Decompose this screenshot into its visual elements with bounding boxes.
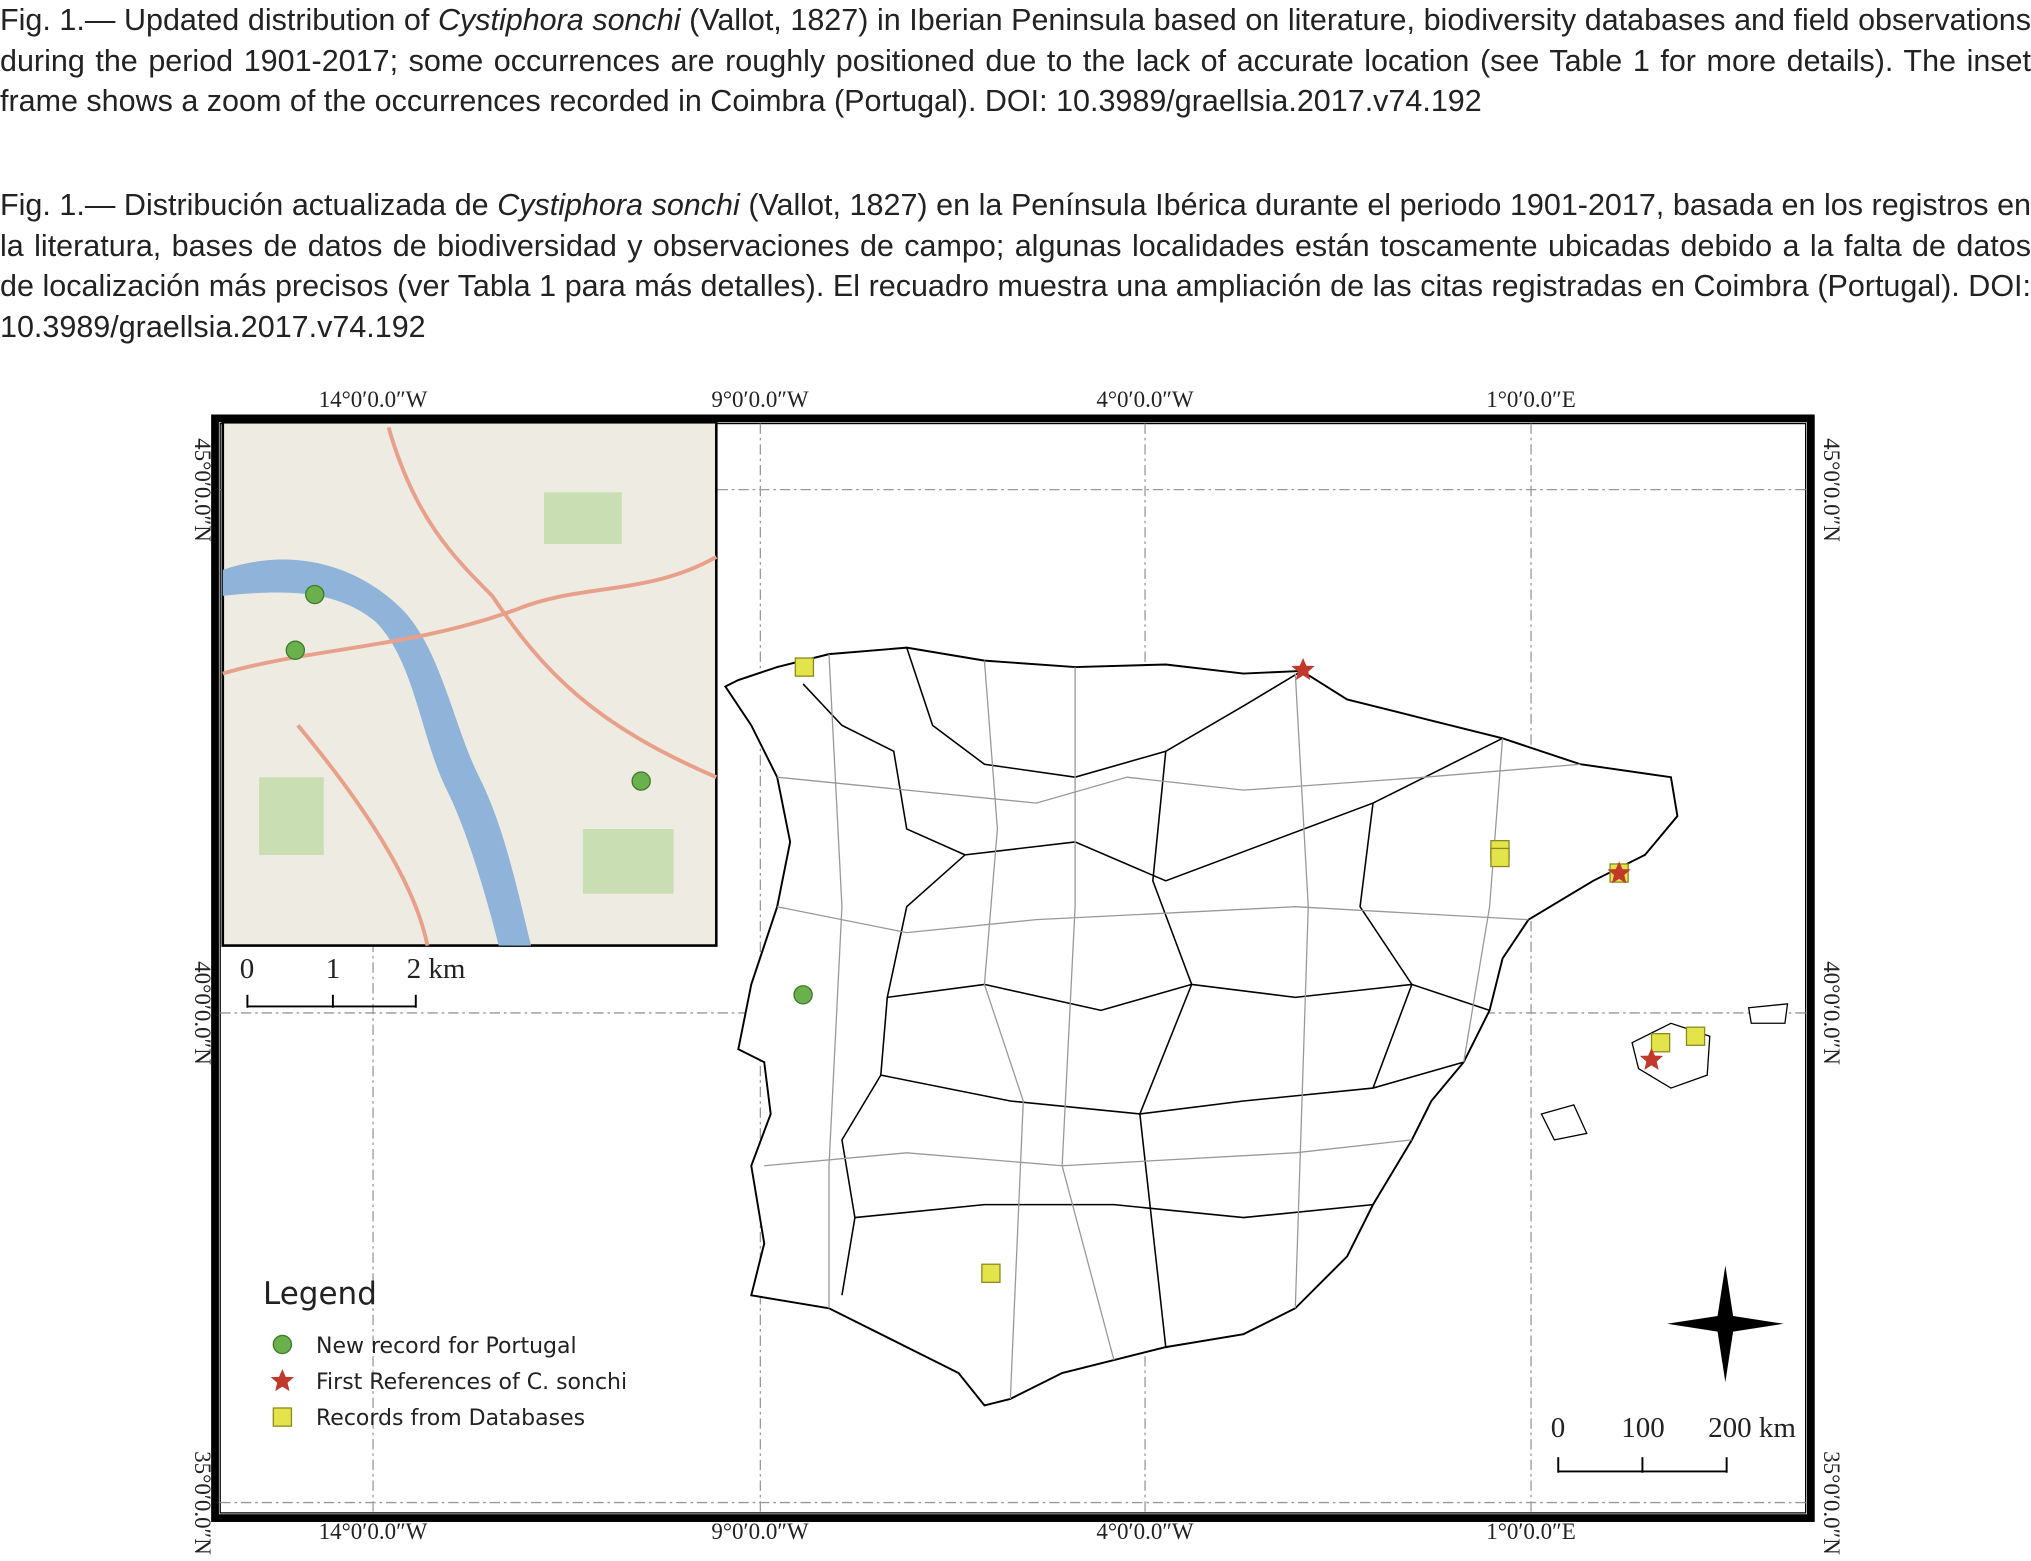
legend-item: New record for Portugal xyxy=(316,1334,577,1359)
scale-label: 100 xyxy=(1621,1412,1665,1444)
species-name: Cystiphora sonchi xyxy=(497,188,740,222)
axis-label: 45°0′0.0″N xyxy=(1819,438,1844,542)
axis-label: 1°0′0.0″E xyxy=(1486,387,1576,412)
scale-label: 0 xyxy=(1551,1412,1566,1444)
scale-label: 0 xyxy=(240,953,255,985)
caption-text: (Vallot, 1827) en la Península Ibérica d… xyxy=(0,188,2031,344)
axis-label: 40°0′0.0″N xyxy=(1819,961,1844,1065)
legend: Legend New record for Portugal First Ref… xyxy=(263,1276,627,1431)
axis-label: 4°0′0.0″W xyxy=(1096,387,1194,412)
axis-label: 40°0′0.0″N xyxy=(190,961,215,1065)
axis-label: 1°0′0.0″E xyxy=(1486,1519,1576,1544)
axis-label: 4°0′0.0″W xyxy=(1096,1519,1194,1544)
caption-text: Fig. 1.— Updated distribution of xyxy=(0,3,438,37)
axis-label: 14°0′0.0″W xyxy=(319,387,428,412)
scale-label: 200 km xyxy=(1708,1412,1796,1444)
caption-en: Fig. 1.— Updated distribution of Cystiph… xyxy=(0,0,2031,122)
map-drawing xyxy=(211,414,1815,1522)
caption-es: Fig. 1.— Distribución actualizada de Cys… xyxy=(0,185,2031,347)
species-name: Cystiphora sonchi xyxy=(437,3,681,37)
scale-label: 1 xyxy=(326,953,341,985)
legend-item: First References of C. sonchi xyxy=(316,1370,627,1395)
axis-label: 35°0′0.0″N xyxy=(190,1451,215,1555)
axis-label: 45°0′0.0″N xyxy=(190,438,215,542)
latitude-labels: 45°0′0.0″N 40°0′0.0″N 35°0′0.0″N 45°0′0.… xyxy=(190,438,1844,1555)
caption-text: Fig. 1.— Distribución actualizada de xyxy=(0,188,498,222)
axis-label: 35°0′0.0″N xyxy=(1819,1451,1844,1555)
axis-label: 9°0′0.0″W xyxy=(711,387,809,412)
scale-label: 2 km xyxy=(407,953,466,985)
scale-bars: 0 1 2 km 0 100 200 km xyxy=(240,953,1797,1444)
axis-label: 9°0′0.0″W xyxy=(711,1519,809,1544)
caption-text: (Vallot, 1827) in Iberian Peninsula base… xyxy=(0,3,2031,118)
axis-label: 14°0′0.0″W xyxy=(319,1519,428,1544)
longitude-labels: 14°0′0.0″W 9°0′0.0″W 4°0′0.0″W 1°0′0.0″E… xyxy=(319,387,1576,1544)
legend-item: Records from Databases xyxy=(316,1406,585,1431)
legend-title: Legend xyxy=(263,1276,377,1312)
